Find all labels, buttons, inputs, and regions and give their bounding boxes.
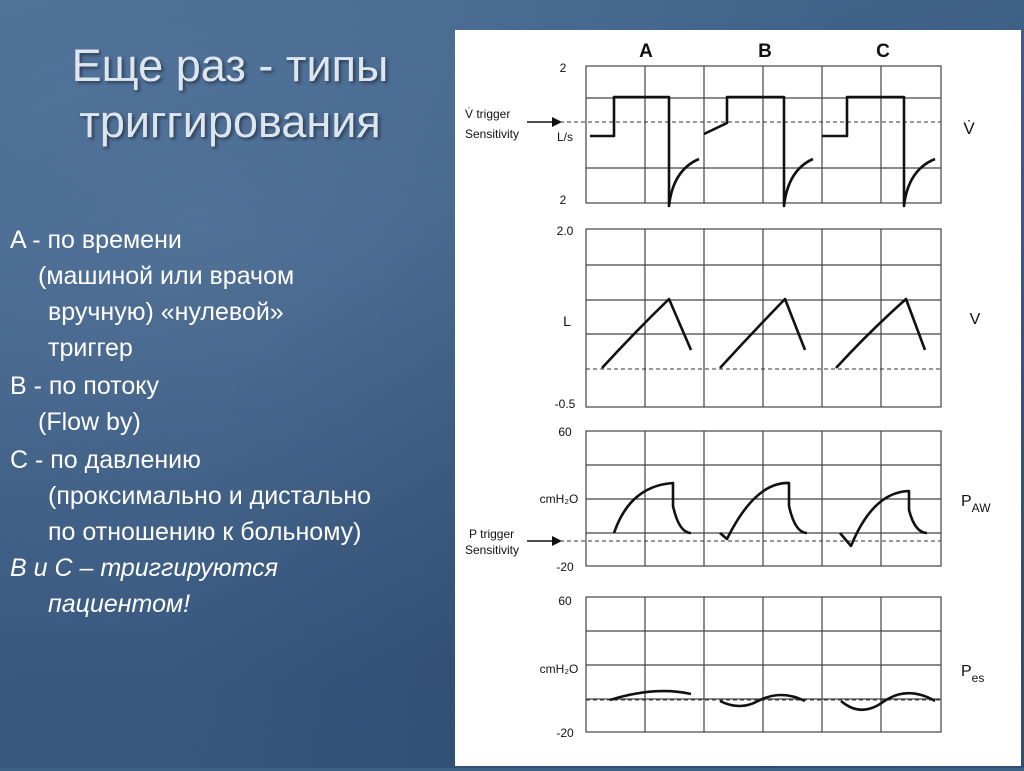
paw-wave-b — [719, 481, 808, 541]
note-line-2: пациентом! — [48, 590, 191, 618]
item-a: A - по времени — [10, 226, 182, 254]
flow-wave-a — [590, 95, 700, 208]
pes-wave-b — [719, 693, 806, 708]
paw-unit: cmH₂O — [540, 492, 579, 506]
item-c-detail-2: по отношению к больному) — [48, 518, 362, 546]
pes-unit: cmH₂O — [540, 662, 579, 676]
volume-wave-c — [835, 297, 927, 369]
slide-title: Еще раз - типы триггирования — [20, 38, 440, 150]
waveform-figure: A B C — [455, 30, 1021, 766]
item-c-detail-1: (проксимально и дистально — [48, 482, 372, 510]
paw-wave-c — [839, 489, 928, 548]
flow-trigger-label: V̇ trigger — [465, 107, 510, 121]
grid-flow — [585, 65, 942, 204]
flow-wave-c — [822, 95, 936, 208]
pes-wave-a — [609, 689, 692, 702]
volume-unit: L — [563, 313, 571, 329]
volume-y-top: 2.0 — [557, 224, 574, 238]
paw-y-top: 60 — [558, 425, 572, 439]
paw-axis-label: PAW — [961, 493, 991, 515]
flow-trigger-arrowhead — [552, 117, 562, 127]
flow-wave-b — [703, 95, 814, 208]
note-line-1: B и C – триггируются — [10, 554, 279, 582]
waveform-svg: A B C — [465, 41, 991, 740]
column-label-a: A — [639, 41, 653, 62]
volume-wave-a — [601, 297, 693, 369]
volume-y-bottom: -0.5 — [555, 397, 576, 411]
item-b-detail: (Flow by) — [38, 408, 141, 436]
slide-body: A - по времени (машиной или врачом вручн… — [10, 222, 450, 622]
item-a-detail-3: триггер — [48, 334, 133, 362]
grid-paw — [585, 430, 942, 567]
volume-axis-label: V — [970, 311, 981, 328]
paw-wave-a — [612, 481, 692, 535]
pes-y-bottom: -20 — [556, 726, 574, 740]
volume-wave-b — [719, 297, 807, 369]
grid-pes — [585, 596, 942, 733]
flow-axis-label: V̇ — [963, 119, 975, 138]
paw-y-bottom: -20 — [556, 560, 574, 574]
paw-trigger-label: P trigger — [469, 527, 514, 541]
column-label-b: B — [758, 41, 772, 62]
flow-trigger-sensitivity: Sensitivity — [465, 127, 519, 141]
title-line-1: Еще раз - типы — [71, 40, 389, 91]
item-b: B - по потоку — [10, 372, 159, 400]
flow-y-bottom: 2 — [560, 193, 567, 207]
pes-axis-label: Pes — [961, 663, 984, 685]
item-a-detail-2: вручную) «нулевой» — [48, 298, 284, 326]
title-line-2: триггирования — [79, 96, 381, 147]
paw-trigger-sensitivity: Sensitivity — [465, 543, 519, 557]
flow-unit: L/s — [557, 130, 573, 144]
column-label-c: C — [876, 41, 890, 62]
paw-trigger-arrowhead — [552, 536, 562, 546]
flow-y-top: 2 — [560, 61, 567, 75]
grid-volume — [585, 228, 942, 408]
item-a-detail-1: (машиной или врачом — [38, 262, 295, 290]
item-c: C - по давлению — [10, 446, 201, 474]
pes-wave-c — [840, 691, 936, 712]
pes-y-top: 60 — [558, 594, 572, 608]
